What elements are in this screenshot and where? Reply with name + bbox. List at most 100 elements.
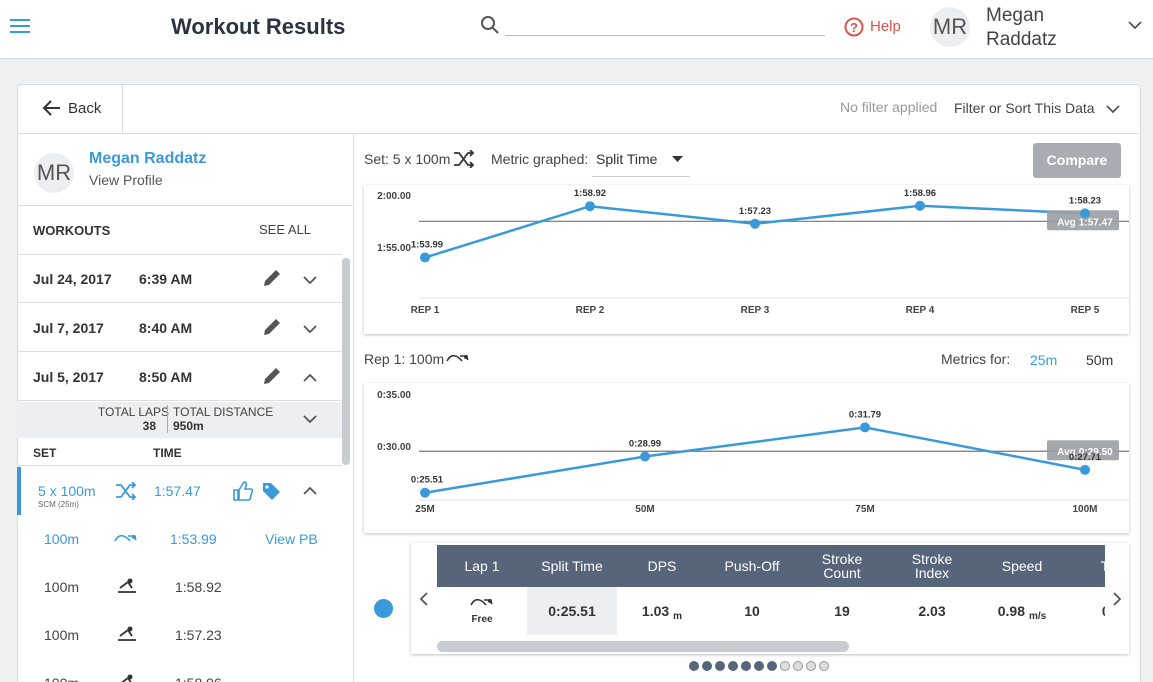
- profile-name[interactable]: Megan Raddatz: [89, 150, 207, 167]
- profile-avatar: MR: [34, 153, 74, 193]
- data-label: 0:28.99: [629, 439, 661, 450]
- x-tick-label: REP 3: [741, 305, 770, 316]
- set-time: 1:57.47: [154, 483, 201, 499]
- menu-icon[interactable]: [10, 18, 30, 34]
- data-point: [585, 201, 595, 212]
- rep-distance[interactable]: 100m: [44, 675, 79, 682]
- rep-time: 1:57.23: [175, 627, 222, 643]
- workout-row[interactable]: [17, 303, 342, 352]
- cell-value: 19: [834, 603, 850, 619]
- page-dot[interactable]: [689, 661, 699, 671]
- workout-row[interactable]: [17, 254, 342, 303]
- edit-icon[interactable]: [262, 317, 282, 337]
- table-cell: 0:25.51: [527, 587, 617, 635]
- metric-value: Split Time: [596, 151, 658, 167]
- divider: [17, 133, 1139, 134]
- column-header: Lap 1: [464, 558, 500, 574]
- profile-link[interactable]: View Profile: [89, 172, 163, 188]
- page-dot[interactable]: [819, 661, 829, 671]
- search-input[interactable]: [505, 35, 825, 36]
- data-label: 1:58.92: [574, 188, 606, 199]
- filter-button[interactable]: Filter or Sort This Data: [954, 100, 1095, 116]
- scrollbar[interactable]: [342, 258, 350, 465]
- table-scrollbar[interactable]: [437, 641, 849, 652]
- set-course: SCM (25m): [38, 500, 79, 509]
- chevron[interactable]: [303, 373, 317, 383]
- stroke-cell: Free: [437, 596, 527, 626]
- option-25m[interactable]: 25m: [1030, 352, 1058, 368]
- data-label: 0:27.71: [1069, 452, 1102, 463]
- page-dot[interactable]: [780, 661, 790, 671]
- view-pb[interactable]: View PB: [265, 531, 318, 547]
- lap-indicator: [374, 599, 393, 618]
- rep-distance[interactable]: 100m: [44, 531, 80, 547]
- see-all[interactable]: SEE ALL: [259, 222, 312, 237]
- metric-dropdown[interactable]: Split Time: [592, 142, 690, 177]
- page-dot[interactable]: [728, 661, 738, 671]
- workout-row[interactable]: [17, 352, 342, 401]
- set-name[interactable]: 5 x 100m: [38, 483, 96, 499]
- set-chevron[interactable]: [303, 486, 317, 496]
- option-50m[interactable]: 50m: [1086, 352, 1114, 368]
- distance-value: 950m: [173, 419, 204, 433]
- table-cell: 0:0: [1067, 587, 1105, 635]
- table-cell: 0.98 m/s: [977, 587, 1067, 635]
- help-link[interactable]: Help: [870, 18, 901, 35]
- edit-icon[interactable]: [262, 366, 282, 386]
- divider: [167, 405, 168, 433]
- data-label: 1:57.23: [739, 206, 771, 217]
- cell-value: 2.03: [918, 603, 946, 619]
- x-tick-label: REP 1: [411, 305, 440, 316]
- page-dot[interactable]: [754, 661, 764, 671]
- back-button[interactable]: Back: [68, 100, 102, 117]
- freestyle-icon: [470, 598, 493, 606]
- data-point: [420, 252, 430, 263]
- series-line: [424, 426, 1086, 494]
- like-icon[interactable]: [232, 480, 254, 502]
- avatar[interactable]: MR: [930, 7, 970, 47]
- user-name[interactable]: Megan Raddatz: [986, 4, 1057, 52]
- page-dot[interactable]: [741, 661, 751, 671]
- prev-arrow[interactable]: [419, 592, 429, 606]
- summary-chevron[interactable]: [303, 414, 317, 424]
- page-dot[interactable]: [806, 661, 816, 671]
- user-chevron[interactable]: [1128, 20, 1142, 30]
- filter-chevron[interactable]: [1106, 104, 1120, 114]
- back-icon[interactable]: [42, 99, 62, 117]
- rep-distance[interactable]: 100m: [44, 579, 80, 595]
- cell-unit: m/s: [1029, 611, 1047, 622]
- shuffle-icon: [454, 150, 475, 168]
- table-cell: 1.03 m: [617, 587, 707, 635]
- tag-icon[interactable]: [262, 482, 282, 500]
- distance-label: TOTAL DISTANCE: [173, 405, 274, 419]
- page-dot[interactable]: [715, 661, 725, 671]
- compare-button[interactable]: Compare: [1033, 143, 1121, 178]
- next-arrow[interactable]: [1112, 592, 1122, 606]
- page-dot[interactable]: [702, 661, 712, 671]
- freestyle-icon: [446, 354, 469, 362]
- help-icon[interactable]: ?: [844, 17, 864, 37]
- rep-time: 1:58.92: [175, 579, 222, 595]
- summary: [17, 402, 342, 438]
- workout-time: 6:39 AM: [139, 271, 193, 287]
- search-icon[interactable]: [481, 16, 501, 36]
- chevron[interactable]: [303, 275, 317, 285]
- column-header: Tim: [1100, 558, 1105, 574]
- divider: [17, 254, 342, 255]
- stroke-icon: [118, 626, 136, 641]
- y-tick-label: 2:00.00: [377, 191, 411, 202]
- stroke-icon: [121, 674, 133, 682]
- table-cell: 19: [797, 587, 887, 635]
- y-tick-label: 0:35.00: [377, 390, 411, 401]
- page-dot[interactable]: [793, 661, 803, 671]
- edit-icon[interactable]: [262, 268, 282, 288]
- chevron[interactable]: [303, 324, 317, 334]
- divider: [353, 133, 354, 682]
- rep-distance[interactable]: 100m: [44, 627, 80, 643]
- x-tick-label: REP 5: [1071, 305, 1100, 316]
- x-tick-label: 75M: [855, 504, 874, 515]
- page-dot[interactable]: [767, 661, 777, 671]
- workout-time: 8:50 AM: [139, 369, 193, 385]
- y-tick-label: 0:30.00: [377, 442, 411, 453]
